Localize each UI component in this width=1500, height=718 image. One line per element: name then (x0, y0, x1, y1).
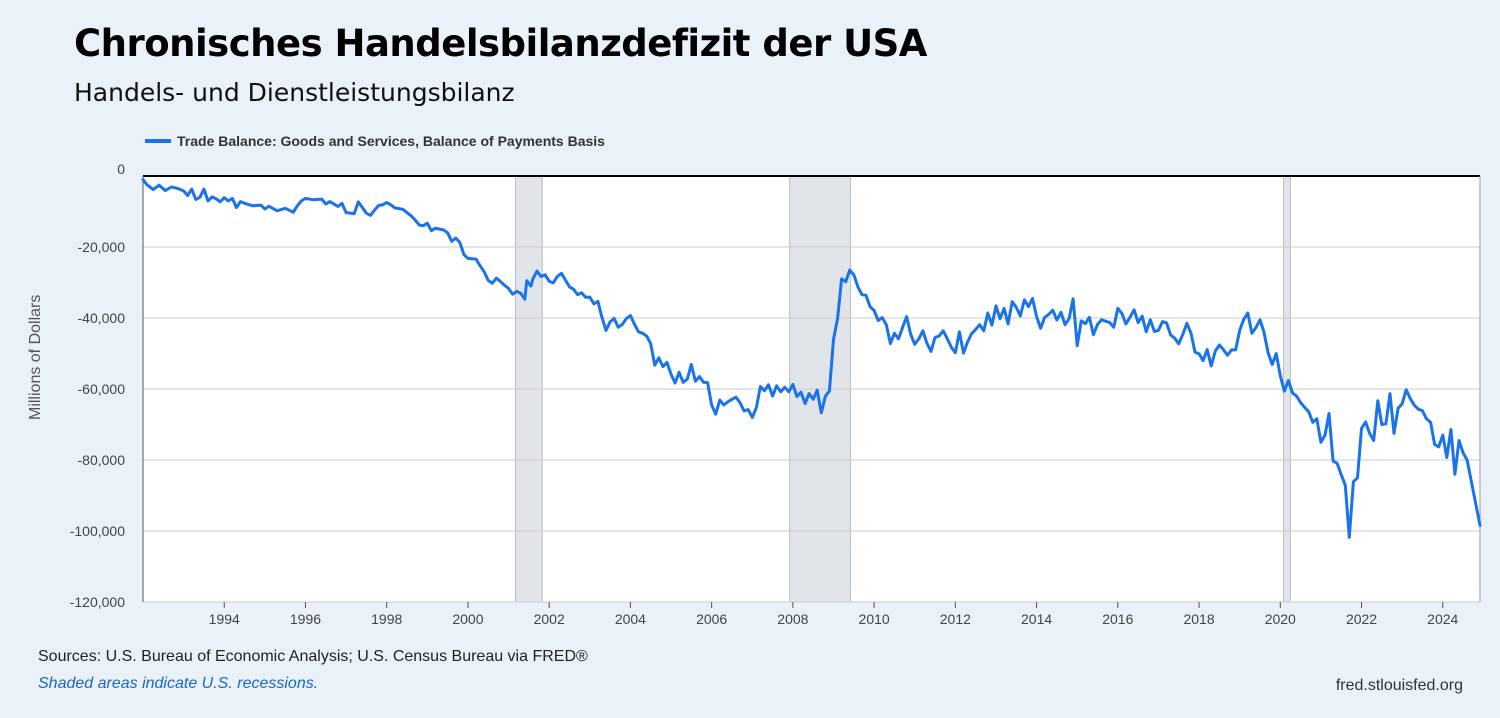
y-tick-label: -20,000 (78, 239, 126, 255)
x-tick-label: 2002 (534, 611, 565, 627)
x-tick-label: 2010 (859, 611, 890, 627)
x-tick-label: 2024 (1427, 611, 1458, 627)
legend: Trade Balance: Goods and Services, Balan… (145, 133, 605, 149)
x-tick-label: 2012 (940, 611, 971, 627)
y-tick-label: -100,000 (70, 523, 125, 539)
chart-title: Chronisches Handelsbilanzdefizit der USA (74, 22, 927, 65)
y-tick-label: -60,000 (78, 381, 126, 397)
x-tick-label: 2020 (1265, 611, 1296, 627)
x-tick-label: 2016 (1102, 611, 1133, 627)
sources-text: Sources: U.S. Bureau of Economic Analysi… (38, 648, 588, 665)
x-tick-label: 2008 (777, 611, 808, 627)
x-tick-label: 2006 (696, 611, 727, 627)
legend-label: Trade Balance: Goods and Services, Balan… (177, 133, 605, 149)
legend-swatch (145, 139, 171, 143)
x-tick-label: 1994 (209, 611, 240, 627)
x-tick-label: 1996 (290, 611, 321, 627)
grid-lines (143, 175, 1480, 603)
chart-subtitle: Handels- und Dienstleistungsbilanz (74, 78, 515, 107)
x-tick-label: 2000 (452, 611, 483, 627)
recession-note: Shaded areas indicate U.S. recessions. (38, 675, 319, 692)
series-layer (141, 178, 1482, 539)
x-tick-label: 2014 (1021, 611, 1052, 627)
x-tick-label: 2004 (615, 611, 646, 627)
fred-link[interactable]: fred.stlouisfed.org (1335, 677, 1463, 694)
x-tick-label: 2022 (1346, 611, 1377, 627)
y-tick-label: -120,000 (70, 594, 125, 610)
y-tick-label: -80,000 (78, 452, 126, 468)
x-tick-label: 2018 (1183, 611, 1214, 627)
x-tick-label: 1998 (371, 611, 402, 627)
y-tick-label: -40,000 (78, 310, 126, 326)
y-tick-label: 0 (117, 161, 125, 177)
series-line (141, 178, 1482, 539)
axes: 0 -20,000 -40,000 -60,000 -80,000 -100,000 -12… (70, 161, 1481, 627)
